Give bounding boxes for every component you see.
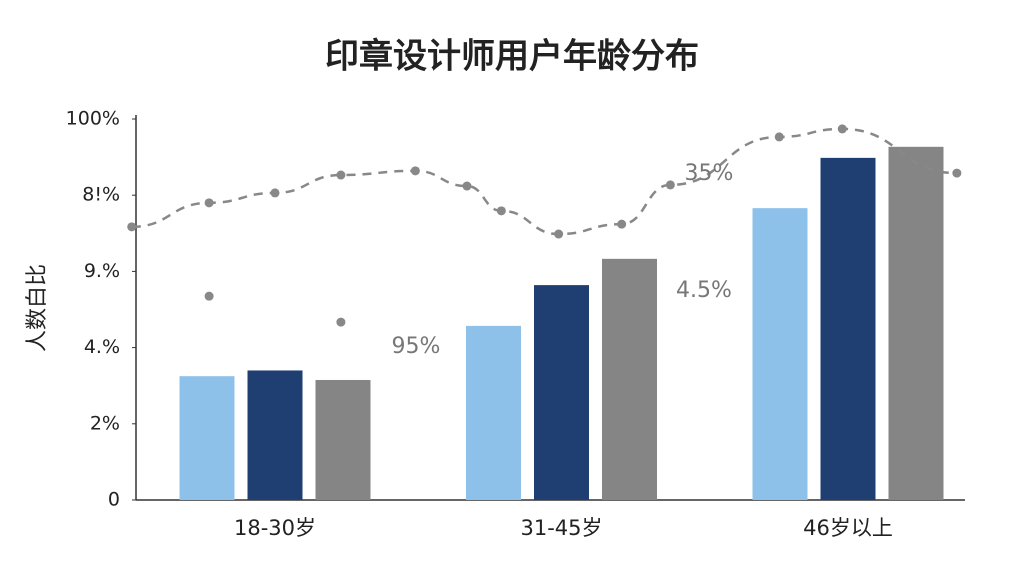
- scatter-point: [204, 291, 214, 301]
- y-axis-label: 人数白比: [25, 264, 50, 352]
- x-tick-label: 18-30岁: [234, 516, 316, 540]
- y-tick-label: 0: [108, 489, 120, 511]
- annotation: 35%: [685, 161, 734, 186]
- bar: [315, 379, 371, 500]
- chart-title: 印章设计师用户年龄分布: [325, 37, 699, 77]
- trend-point: [336, 170, 346, 180]
- annotation: 95%: [392, 334, 441, 359]
- bar: [820, 157, 876, 500]
- bar: [752, 208, 808, 501]
- x-tick-label: 46岁以上: [803, 516, 893, 540]
- y-tick-label: 8!%: [82, 184, 120, 206]
- y-tick-label: 100%: [66, 108, 120, 130]
- trend-point: [617, 219, 627, 229]
- y-tick-label: 2%: [90, 412, 120, 434]
- trend-point: [410, 166, 420, 176]
- trend-point: [496, 206, 506, 216]
- bar: [179, 376, 235, 500]
- x-tick-label: 31-45岁: [520, 516, 602, 540]
- y-tick-label: 4.%: [84, 336, 120, 358]
- trend-point: [270, 188, 280, 198]
- annotation: 4.5%: [676, 278, 732, 303]
- bar: [247, 370, 303, 500]
- trend-point: [127, 222, 137, 232]
- scatter-point: [336, 317, 346, 327]
- bar: [534, 285, 589, 500]
- trend-point: [462, 181, 472, 191]
- trend-point: [774, 132, 784, 142]
- y-tick-label: 9.%: [84, 260, 120, 282]
- bar: [888, 146, 944, 501]
- bar: [466, 325, 521, 500]
- trend-point: [837, 124, 847, 134]
- trend-point: [204, 198, 214, 208]
- bar: [602, 258, 657, 500]
- trend-point: [952, 168, 962, 178]
- trend-point: [554, 229, 564, 239]
- trend-point: [665, 180, 675, 190]
